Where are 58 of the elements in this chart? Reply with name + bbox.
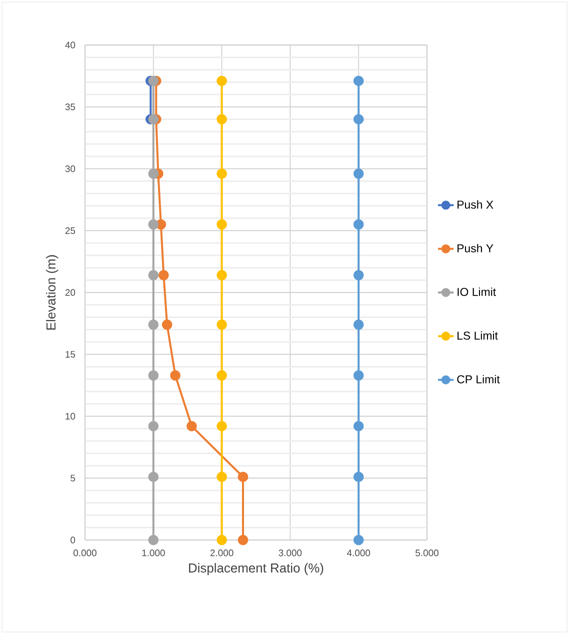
point: [216, 472, 227, 482]
point: [216, 319, 227, 330]
point: [148, 420, 159, 432]
y-tick-label: 0: [70, 536, 76, 544]
y-tick-label: 25: [65, 227, 76, 234]
x-tick-label: 2.000: [210, 550, 234, 556]
legend-label: IO Limit: [458, 288, 496, 296]
point: [353, 420, 364, 432]
point: [216, 114, 227, 124]
point: [353, 114, 364, 124]
point: [148, 168, 159, 179]
point: [148, 114, 159, 124]
x-tick-label: 5.000: [416, 550, 438, 556]
legend-label: CP Limit: [457, 374, 500, 384]
point: [353, 370, 364, 381]
point: [216, 534, 227, 546]
x-axis-title: Displacement Ratio (%): [189, 563, 324, 576]
point: [186, 420, 197, 432]
legend-label: Push Y: [458, 244, 494, 252]
point: [216, 270, 227, 280]
point: [353, 319, 364, 330]
point: [353, 534, 364, 546]
y-tick-label: 20: [65, 289, 76, 296]
point: [353, 168, 364, 179]
point: [216, 370, 227, 381]
point: [148, 370, 159, 381]
point: [216, 219, 227, 230]
y-tick-label: 40: [65, 42, 76, 48]
point: [353, 270, 364, 280]
point: [216, 420, 227, 432]
point: [216, 76, 227, 86]
x-tick-label: 3.000: [278, 550, 302, 556]
x-tick-label: 0.000: [74, 550, 96, 556]
point: [148, 319, 159, 330]
y-tick-label: 30: [65, 165, 76, 172]
point: [148, 534, 159, 546]
y-tick-label: 35: [65, 104, 76, 110]
point: [353, 219, 364, 230]
y-tick-label: 10: [66, 412, 76, 420]
point: [170, 370, 180, 381]
point: [162, 319, 172, 330]
point: [158, 270, 169, 280]
y-axis-title: Elevation (m): [46, 255, 58, 330]
y-tick-label: 15: [66, 351, 76, 358]
point: [216, 168, 227, 179]
x-tick-label: 1.000: [142, 550, 165, 556]
point: [353, 76, 364, 86]
point: [238, 534, 248, 546]
point: [148, 270, 159, 280]
point: [238, 472, 248, 482]
y-tick-label: 5: [70, 474, 76, 482]
legend-label: Push X: [458, 200, 494, 209]
point: [353, 472, 364, 482]
legend-label: LS Limit: [458, 331, 498, 340]
point: [148, 472, 159, 482]
point: [148, 219, 159, 230]
point: [148, 76, 159, 86]
x-tick-label: 4.000: [346, 550, 370, 556]
